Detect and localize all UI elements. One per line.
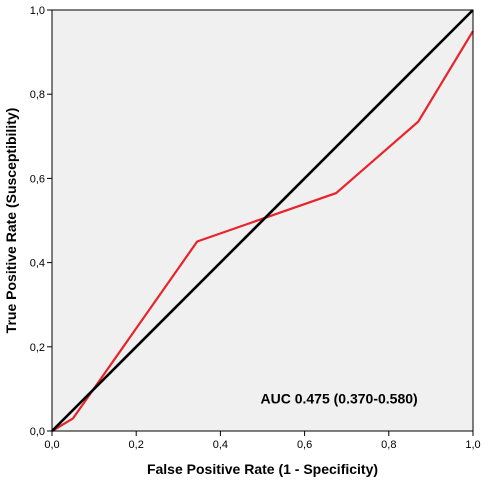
y-tick-label: 0,4: [30, 258, 45, 270]
y-tick-label: 0,6: [30, 173, 45, 185]
x-tick-label: 0,8: [381, 439, 396, 451]
x-axis-ticks: 0,0 0,2 0,4 0,6 0,8 1,0: [44, 431, 481, 451]
y-axis-title: True Positive Rate (Susceptibility): [3, 108, 19, 334]
reference-diagonal-line: [51, 9, 474, 432]
y-tick-label: 0,2: [30, 342, 45, 354]
x-tick-label: 0,6: [297, 439, 312, 451]
y-tick-label: 0,8: [30, 89, 45, 101]
series-layer: [51, 9, 474, 432]
y-tick-label: 1,0: [30, 5, 45, 17]
y-axis-ticks: 0,0 0,2 0,4 0,6 0,8 1,0: [30, 5, 52, 438]
x-axis-title: False Positive Rate (1 - Specificity): [147, 461, 378, 477]
plot-frame: [51, 9, 474, 432]
x-tick-label: 0,4: [213, 439, 228, 451]
x-tick-label: 1,0: [465, 439, 480, 451]
auc-annotation: AUC 0.475 (0.370-0.580): [261, 391, 418, 407]
x-tick-label: 0,2: [129, 439, 144, 451]
y-tick-label: 0,0: [30, 426, 45, 438]
x-tick-label: 0,0: [44, 439, 59, 451]
